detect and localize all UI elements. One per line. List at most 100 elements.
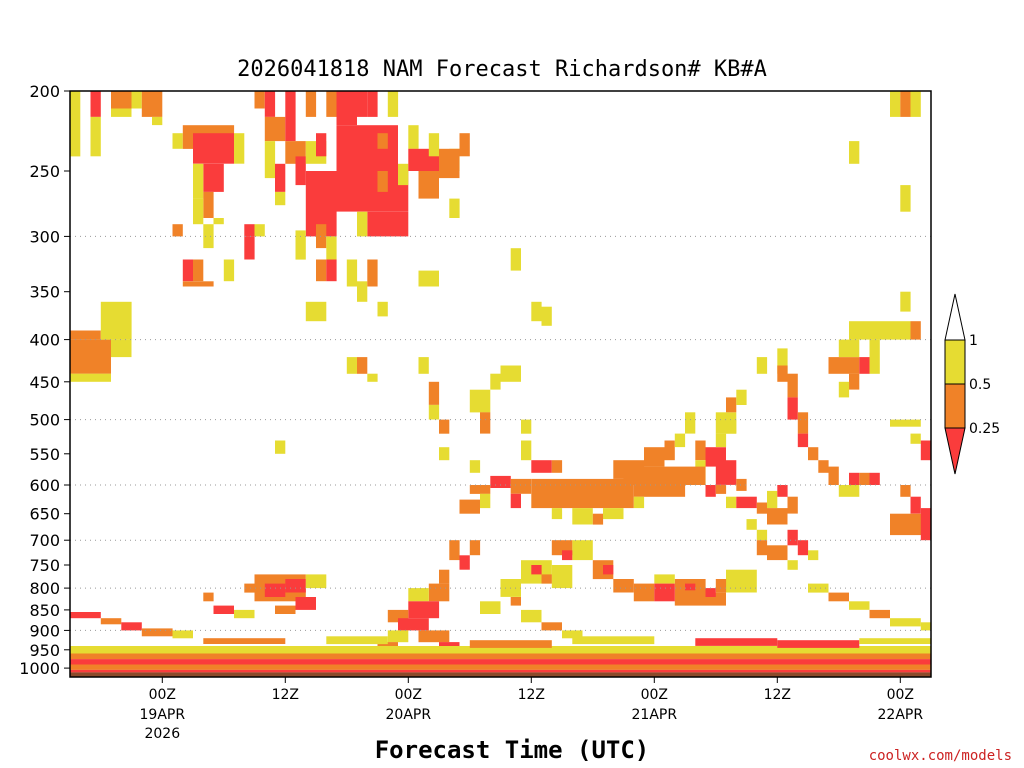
- ri-cell-orange: [787, 496, 798, 514]
- ri-cell-red: [490, 475, 511, 488]
- x-tick-date: 19APR: [140, 707, 186, 723]
- y-axis: 200 250 300 350 400 450 500 550 600 650 700 750 800 8…: [19, 82, 70, 678]
- y-tick-label: 800: [29, 579, 60, 598]
- ri-cell-red: [603, 565, 614, 575]
- ri-cell-yellow: [531, 301, 542, 322]
- ri-cell-yellow: [838, 339, 860, 358]
- ri-cell-orange: [859, 472, 870, 485]
- ri-cell-yellow: [326, 236, 337, 260]
- ri-cell-red: [70, 659, 931, 665]
- ri-cell-yellow: [890, 618, 921, 627]
- ri-cell-yellow: [223, 259, 235, 282]
- ri-cell-yellow: [633, 496, 645, 509]
- ri-cell-orange: [695, 440, 706, 461]
- plot-frame: [69, 90, 932, 678]
- ri-cell-red: [685, 583, 696, 591]
- ri-cell-yellow: [490, 373, 501, 390]
- ri-cell-yellow: [387, 630, 409, 643]
- ri-cell-orange: [70, 653, 931, 660]
- ri-cell-yellow: [756, 529, 768, 541]
- y-tick-label: 600: [29, 476, 60, 495]
- ri-cell-red: [705, 588, 716, 597]
- ri-cell-yellow: [469, 460, 481, 473]
- ri-cell-yellow: [70, 373, 111, 382]
- ri-cell-red: [336, 91, 357, 126]
- y-tick-label: 500: [29, 411, 60, 430]
- ri-cell-orange: [377, 642, 398, 650]
- ri-cell-yellow: [900, 291, 911, 312]
- ri-cell-yellow: [90, 116, 101, 157]
- ri-cell-orange: [244, 583, 255, 593]
- x-tick-label: 00Z: [887, 687, 914, 703]
- ri-cell-yellow: [131, 91, 142, 109]
- ri-cell-orange: [613, 579, 634, 593]
- ri-cell-orange: [316, 259, 327, 282]
- ri-cell-red: [70, 612, 101, 619]
- chart-title: 2026041818 NAM Forecast Richardson# KB#A: [237, 57, 767, 82]
- ri-cell-orange: [449, 540, 460, 561]
- ri-cell-orange: [469, 640, 552, 648]
- ri-cell-yellow: [849, 321, 911, 340]
- ri-cell-orange: [418, 630, 450, 643]
- ri-cell-orange: [541, 622, 562, 631]
- ri-cell-red: [777, 640, 860, 648]
- x-tick-date: 20APR: [386, 707, 432, 723]
- ri-cell-red: [90, 91, 101, 117]
- ri-cell-orange: [510, 478, 532, 494]
- y-tick-label: 750: [29, 556, 60, 575]
- ri-cell-orange: [305, 91, 317, 117]
- ri-cell-yellow: [275, 440, 286, 454]
- ri-cell-orange: [439, 419, 450, 434]
- ri-cell-yellow: [726, 569, 757, 593]
- ri-cell-orange: [787, 373, 798, 398]
- ri-cell-red: [244, 236, 255, 260]
- ri-cell-red: [316, 133, 327, 157]
- ri-cell-orange: [203, 191, 214, 218]
- ri-cell-yellow: [193, 198, 204, 225]
- ri-cell-red: [182, 259, 194, 282]
- y-tick-label: 850: [29, 601, 60, 620]
- ri-cell-orange: [480, 412, 491, 434]
- ri-cell-yellow: [305, 574, 327, 589]
- ri-cell-orange: [367, 259, 378, 287]
- ri-cell-orange: [141, 628, 173, 637]
- ri-cell-orange: [439, 569, 450, 584]
- ri-cell-orange: [182, 281, 214, 287]
- ri-cell-yellow: [408, 588, 429, 602]
- ri-cell-yellow: [838, 485, 860, 497]
- x-tick-label: 12Z: [272, 687, 299, 703]
- ri-cell-orange: [900, 485, 911, 497]
- ri-cell-yellow: [551, 565, 573, 589]
- ri-cell-yellow: [521, 419, 532, 434]
- ri-cell-red: [203, 163, 224, 192]
- ri-cell-orange: [797, 412, 809, 434]
- ri-cell-yellow: [439, 447, 450, 461]
- ri-cell-orange: [551, 460, 563, 473]
- ri-cell-orange: [849, 373, 860, 390]
- ground-strip: [70, 672, 931, 677]
- ri-cell-orange: [203, 592, 214, 602]
- ri-cell-orange: [70, 330, 101, 340]
- ri-cell-red: [326, 259, 337, 282]
- ri-cell-orange: [203, 638, 286, 644]
- ri-cell-red: [531, 565, 542, 575]
- ri-cell-red: [869, 472, 880, 485]
- ri-cell-orange: [644, 447, 665, 467]
- ri-cell-orange: [264, 116, 286, 142]
- ri-cell-red: [787, 529, 798, 546]
- ri-cell-yellow: [357, 211, 368, 237]
- ri-cell-red: [459, 555, 470, 570]
- ri-cell-orange: [326, 91, 337, 117]
- ri-cell-yellow: [787, 560, 798, 570]
- ri-cell-yellow: [890, 419, 921, 427]
- x-tick-label: 12Z: [518, 687, 545, 703]
- ri-cell-red: [121, 622, 142, 631]
- ri-cell-yellow: [756, 357, 768, 374]
- ri-cell-red: [193, 133, 234, 164]
- ri-cell-orange: [469, 485, 491, 494]
- ri-cell-red: [264, 91, 276, 117]
- ri-cell-red: [910, 496, 921, 514]
- ri-cell-orange: [510, 597, 521, 606]
- ri-cell-yellow: [726, 496, 737, 509]
- x-tick-date: 21APR: [632, 707, 678, 723]
